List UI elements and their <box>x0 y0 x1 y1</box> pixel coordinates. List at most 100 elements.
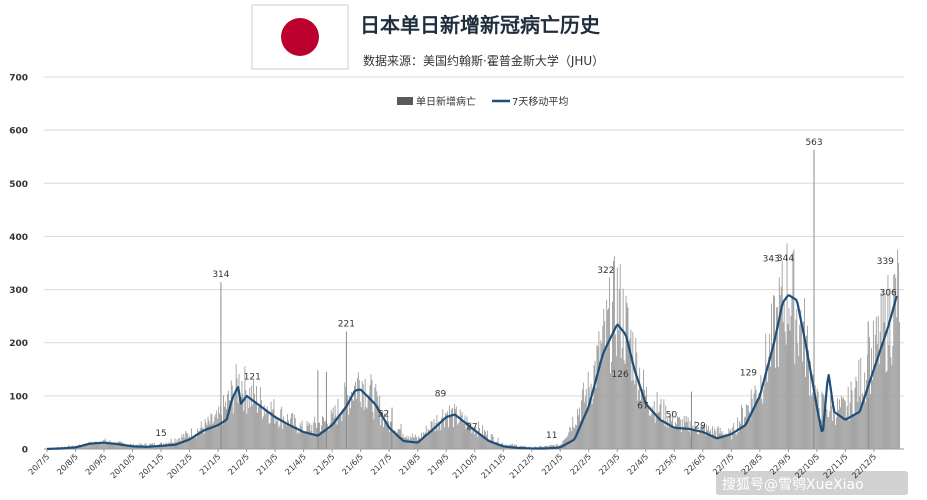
watermark-background <box>716 471 908 495</box>
bar <box>320 431 321 449</box>
bar <box>887 275 889 449</box>
bar <box>761 398 763 449</box>
bar <box>637 400 639 449</box>
bar <box>732 427 734 449</box>
bar <box>851 390 853 449</box>
bar <box>436 415 438 449</box>
annotation-29: 29 <box>694 422 706 432</box>
bar <box>243 410 245 449</box>
annotation-121: 121 <box>244 373 261 383</box>
bar <box>805 376 806 449</box>
bar <box>786 243 788 449</box>
bar <box>857 401 859 449</box>
bar <box>109 440 111 449</box>
bar <box>572 416 574 449</box>
bar <box>454 409 456 449</box>
bar <box>894 273 896 449</box>
bar <box>477 436 479 449</box>
bar <box>213 421 215 449</box>
bar <box>672 410 674 449</box>
bar <box>888 345 890 449</box>
bar <box>368 394 370 449</box>
bar <box>237 402 239 449</box>
bar <box>698 434 700 449</box>
bar <box>364 378 366 449</box>
bar <box>441 417 443 449</box>
bar <box>600 340 602 449</box>
bar <box>895 277 897 449</box>
bar <box>875 316 877 449</box>
bar <box>626 303 628 449</box>
bar <box>694 420 696 449</box>
bar <box>385 421 386 449</box>
bar <box>570 427 572 449</box>
bar <box>812 374 814 449</box>
bar <box>806 325 808 449</box>
bar <box>856 381 858 449</box>
bar <box>743 417 745 449</box>
bar <box>825 397 827 449</box>
bar <box>280 409 282 449</box>
bar <box>599 366 601 449</box>
bar <box>807 349 809 449</box>
bar <box>700 426 702 449</box>
bar <box>790 315 792 449</box>
bar <box>797 343 799 449</box>
bar <box>397 429 399 449</box>
bar <box>756 402 758 449</box>
bar <box>316 428 318 449</box>
bar <box>424 432 426 449</box>
bar <box>485 435 487 449</box>
bar <box>238 373 240 449</box>
bar <box>336 424 338 449</box>
bar <box>811 392 813 449</box>
bar <box>874 334 876 449</box>
bar <box>116 444 118 449</box>
bar <box>721 431 723 449</box>
bar <box>616 267 618 449</box>
bar <box>300 426 302 449</box>
bar <box>655 415 657 449</box>
bar <box>365 406 367 449</box>
bar <box>259 386 261 449</box>
bar <box>231 385 233 449</box>
bar <box>128 445 130 449</box>
bar <box>833 401 835 449</box>
bar <box>769 333 771 449</box>
bar <box>622 288 624 449</box>
bar <box>768 356 770 449</box>
bar <box>597 346 599 449</box>
bar <box>804 298 805 449</box>
bar <box>202 428 204 449</box>
bar <box>403 437 405 449</box>
bar <box>610 373 611 449</box>
bar <box>652 412 654 449</box>
bar <box>666 427 668 449</box>
bar <box>853 415 855 449</box>
bar <box>212 424 214 449</box>
bar <box>225 401 226 449</box>
bar <box>714 430 716 449</box>
bar <box>679 419 681 449</box>
bar <box>891 365 893 449</box>
bar <box>442 409 444 449</box>
bar <box>771 303 772 449</box>
bar <box>311 424 313 449</box>
bar <box>451 409 452 449</box>
bar <box>760 375 762 449</box>
bar <box>247 398 249 449</box>
bar <box>752 407 754 449</box>
bar <box>593 365 595 449</box>
bar <box>340 415 342 449</box>
bar <box>205 422 207 449</box>
bar <box>681 419 683 449</box>
bar <box>627 307 629 449</box>
bar <box>133 446 135 449</box>
annotation-126: 126 <box>612 370 629 380</box>
bar <box>837 398 838 449</box>
bar <box>431 421 433 449</box>
bar <box>261 418 263 449</box>
bar <box>447 411 449 449</box>
bar <box>375 383 377 449</box>
bar <box>757 400 759 449</box>
